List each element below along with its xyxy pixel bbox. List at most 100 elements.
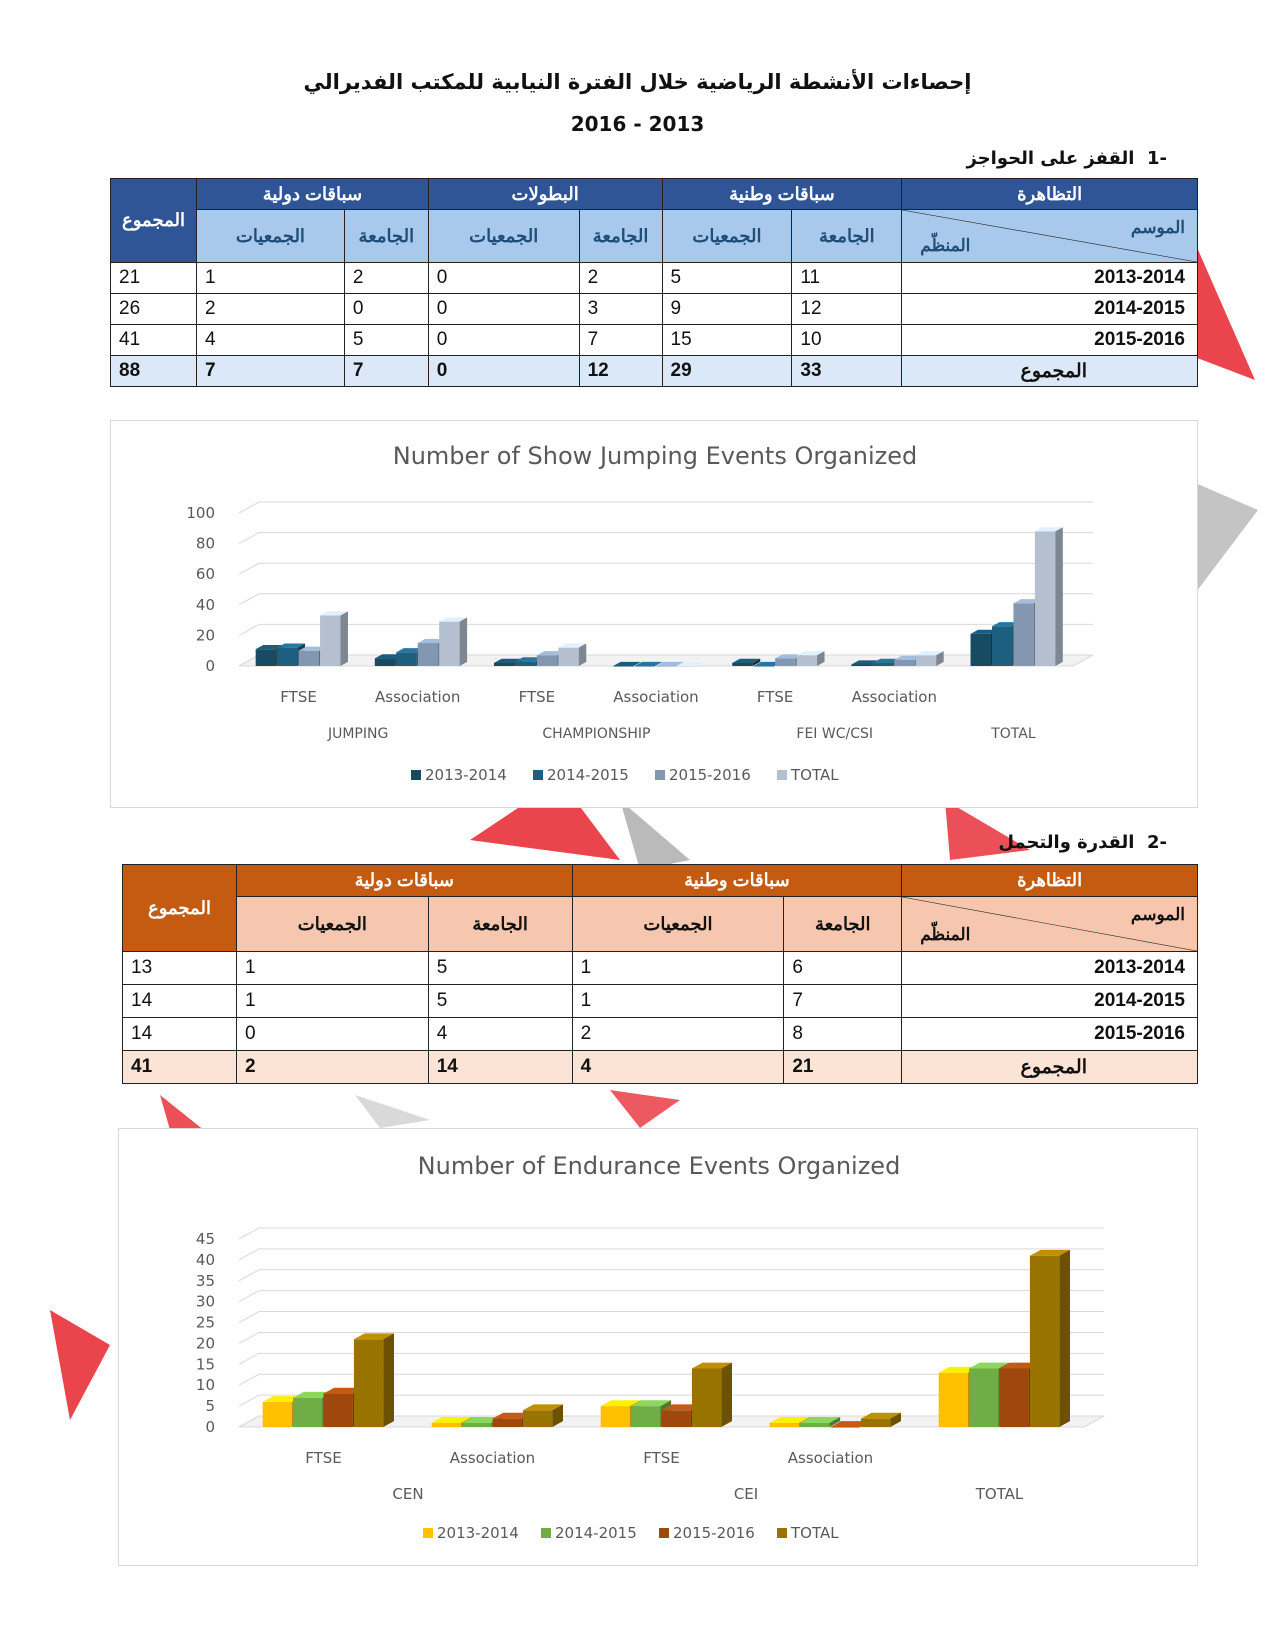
organizer-label: المنظّم xyxy=(920,236,971,255)
sub-federation: الجامعة xyxy=(343,209,429,263)
bar-front xyxy=(872,662,894,666)
bar-front xyxy=(915,655,937,666)
bar-side xyxy=(829,1416,841,1427)
bar-top xyxy=(753,661,782,666)
bar-front xyxy=(396,652,417,666)
bar-2014-2015-3 xyxy=(634,661,663,667)
legend-label: TOTAL xyxy=(790,766,839,784)
x-category-label: Association xyxy=(613,688,698,706)
bar-top xyxy=(374,654,403,659)
bar-side xyxy=(752,658,761,666)
legend-label: 2014-2015 xyxy=(555,1524,637,1542)
sub-federation: الجامعة xyxy=(578,209,663,263)
bar-front xyxy=(431,1422,462,1427)
bar-front xyxy=(656,666,677,667)
bar-front xyxy=(1034,531,1056,666)
document-years: 2016 - 2013 xyxy=(570,112,705,136)
bar-front xyxy=(522,1410,553,1427)
bar-front xyxy=(732,662,753,666)
header-group-championships: البطولات xyxy=(427,178,663,210)
bar-front xyxy=(600,1406,631,1427)
bar-2013-2014-4 xyxy=(732,658,761,666)
gridline-side xyxy=(238,593,260,606)
x-category-label: Association xyxy=(788,1449,873,1467)
y-tick-label: 45 xyxy=(196,1230,215,1248)
total-cell: 4 xyxy=(571,1050,785,1084)
gridline-side xyxy=(238,1248,260,1261)
sub-associations: الجمعيات xyxy=(661,209,793,263)
sub-federation: الجامعة xyxy=(783,896,903,952)
value-cell: 6 xyxy=(783,951,903,985)
bar-top xyxy=(991,622,1020,627)
table-row: 2013-2014 6 1 5 1 13 xyxy=(122,951,1198,985)
bar-top xyxy=(938,1366,979,1373)
section1-title: القفز على الحواجز xyxy=(966,148,1135,169)
x-group-label: CEI xyxy=(734,1485,758,1503)
bar-front xyxy=(1029,1255,1060,1427)
bar-front xyxy=(661,1410,691,1427)
legend-label: 2015-2016 xyxy=(669,766,751,784)
legend-label: 2015-2016 xyxy=(673,1524,755,1542)
bar-TOTAL-6 xyxy=(1034,527,1063,666)
gridline-side xyxy=(238,562,260,575)
bar-top xyxy=(255,645,284,650)
bar-front xyxy=(830,1427,860,1428)
bar-side xyxy=(552,1404,563,1427)
bar-side xyxy=(721,1362,732,1427)
x-category-label: FTSE xyxy=(280,688,317,706)
legend-label: TOTAL xyxy=(790,1524,839,1542)
gridline-side xyxy=(238,501,260,514)
bar-front xyxy=(991,626,1013,666)
bar-top xyxy=(353,1333,394,1340)
sub-associations: الجمعيات xyxy=(571,896,785,952)
x-category-label: Association xyxy=(852,688,937,706)
value-cell: 5 xyxy=(661,262,793,294)
bar-top xyxy=(894,655,923,660)
bar-top xyxy=(796,651,825,656)
bar-top xyxy=(999,1362,1040,1369)
value-cell: 4 xyxy=(196,324,345,356)
header-event: التظاهرة xyxy=(901,178,1198,210)
total-row-label: المجموع xyxy=(901,355,1198,387)
table-total-row: المجموع 21 4 14 2 41 xyxy=(122,1050,1198,1084)
gridline-side xyxy=(238,623,260,636)
bar-top xyxy=(634,661,663,666)
gridline-side xyxy=(238,1290,260,1303)
bar-top xyxy=(462,1416,503,1423)
value-cell: 11 xyxy=(791,262,903,294)
bar-front xyxy=(800,1422,830,1427)
bar-front xyxy=(277,647,298,666)
gridline-side xyxy=(238,1373,260,1386)
row-total-cell: 41 xyxy=(110,324,197,356)
bar-side xyxy=(817,651,825,666)
total-cell: 7 xyxy=(343,355,429,387)
bar-front xyxy=(262,1401,293,1427)
bar-top xyxy=(613,661,642,666)
bar-front xyxy=(515,661,536,666)
x-group-label: CHAMPIONSHIP xyxy=(542,726,650,742)
bar-top xyxy=(631,1400,672,1407)
x-group-label: TOTAL xyxy=(990,726,1036,742)
y-tick-label: 40 xyxy=(196,596,215,614)
value-cell: 0 xyxy=(427,262,580,294)
bar-TOTAL-1 xyxy=(522,1404,563,1427)
header-event: التظاهرة xyxy=(901,864,1198,897)
gridline-side xyxy=(238,1227,260,1240)
bar-top xyxy=(661,1404,702,1411)
season-cell: 2014-2015 xyxy=(901,293,1198,325)
value-cell: 3 xyxy=(578,293,663,325)
value-cell: 10 xyxy=(791,324,903,356)
gridline-side xyxy=(238,1311,260,1323)
bar-front xyxy=(631,1406,661,1427)
bar-side xyxy=(578,643,587,666)
total-cell: 12 xyxy=(578,355,663,387)
section1-heading: -1 القفز على الحواجز xyxy=(966,148,1167,169)
legend-label: 2014-2015 xyxy=(547,766,629,784)
value-cell: 7 xyxy=(783,984,903,1018)
y-tick-label: 60 xyxy=(196,565,215,583)
section2-title: القدرة والتحمل xyxy=(998,832,1135,853)
section2-heading: -2 القدرة والتحمل xyxy=(998,832,1167,853)
value-cell: 0 xyxy=(343,293,429,325)
endurance-chart: Number of Endurance Events Organized 0 5 10… xyxy=(118,1128,1198,1566)
table-row: 2015-2016 8 2 4 0 14 xyxy=(122,1017,1198,1051)
